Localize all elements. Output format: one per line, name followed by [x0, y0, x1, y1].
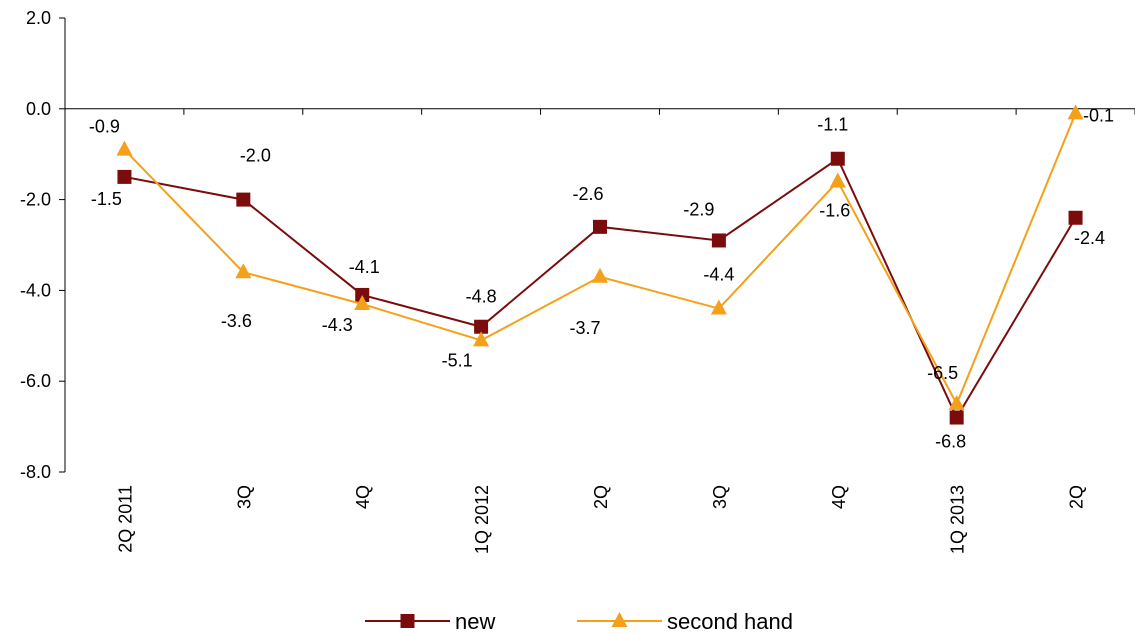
y-tick-label: 0.0: [26, 99, 51, 119]
data-label: -2.0: [240, 146, 271, 166]
data-label: -4.3: [322, 315, 353, 335]
data-label: -6.8: [935, 432, 966, 452]
x-tick-label: 2Q: [591, 485, 611, 509]
data-point: [949, 410, 964, 425]
data-point: [1067, 104, 1084, 120]
x-tick-label: 1Q 2012: [472, 485, 492, 554]
legend-item-new: new: [365, 609, 495, 634]
data-label: -4.4: [703, 265, 734, 285]
data-point: [948, 394, 965, 410]
data-point: [1068, 210, 1083, 225]
data-point: [354, 295, 371, 311]
legend-marker: [400, 614, 415, 628]
legend-label: new: [455, 609, 495, 634]
data-point: [593, 219, 607, 234]
series-group: -1.5-2.0-4.1-4.8-2.6-2.9-1.1-6.8-2.4-0.9…: [89, 104, 1114, 452]
data-label: -2.4: [1074, 228, 1105, 248]
axes: 2.0 0.0 -2.0 -4.0 -6.0 -8.0 2Q 2011 3Q 4Q 1Q 2012…: [20, 8, 1135, 554]
data-label: -1.6: [819, 200, 850, 220]
x-tick-label: 3Q: [710, 485, 730, 509]
data-label: -1.1: [817, 115, 848, 135]
data-point: [117, 169, 132, 184]
data-point: [592, 267, 608, 283]
data-point: [829, 172, 846, 188]
x-tick-label: 2Q: [1067, 485, 1087, 509]
data-label: -4.1: [349, 257, 380, 277]
x-tick-label: 1Q 2013: [948, 485, 968, 554]
y-tick-label: -4.0: [20, 280, 51, 300]
legend-label: second hand: [667, 609, 793, 634]
data-label: -0.1: [1083, 105, 1114, 125]
data-point: [473, 331, 490, 347]
data-label: -4.8: [466, 287, 497, 307]
data-point: [116, 140, 133, 156]
data-label: -5.1: [442, 350, 473, 370]
data-label: -1.5: [91, 189, 122, 209]
x-tick-label: 2Q 2011: [115, 485, 135, 553]
data-point: [830, 151, 845, 166]
data-point: [711, 233, 726, 248]
x-tick-label: 4Q: [353, 485, 373, 509]
y-tick-label: -8.0: [20, 462, 51, 482]
legend-marker: [611, 612, 628, 627]
legend: new second hand: [365, 609, 793, 634]
x-tick-label: 4Q: [829, 485, 849, 509]
data-point: [355, 287, 370, 302]
x-tick-label: 3Q: [234, 485, 254, 509]
y-tick-label: 2.0: [26, 8, 51, 28]
data-label: -2.6: [572, 184, 603, 204]
data-point: [474, 319, 489, 334]
data-point: [710, 299, 727, 315]
data-point: [235, 263, 252, 279]
y-tick-label: -2.0: [20, 190, 51, 210]
data-label: -6.5: [927, 363, 958, 383]
data-label: -0.9: [89, 117, 120, 137]
series-new: -1.5 -2.0 -4.1 -4.8 -2.6 -2.9 -1.1 -6.8 -2.4: [91, 115, 1105, 452]
legend-item-second-hand: second hand: [577, 609, 793, 634]
data-label: -2.9: [683, 199, 714, 219]
y-tick-label: -6.0: [20, 371, 51, 391]
series-second-hand: -0.9 -3.6 -4.3 -5.1 -3.7 -4.4 -1.6 -6.5 -0.1: [89, 104, 1114, 410]
data-label: -3.6: [221, 311, 252, 331]
data-point: [236, 192, 251, 207]
data-label: -3.7: [569, 318, 600, 338]
